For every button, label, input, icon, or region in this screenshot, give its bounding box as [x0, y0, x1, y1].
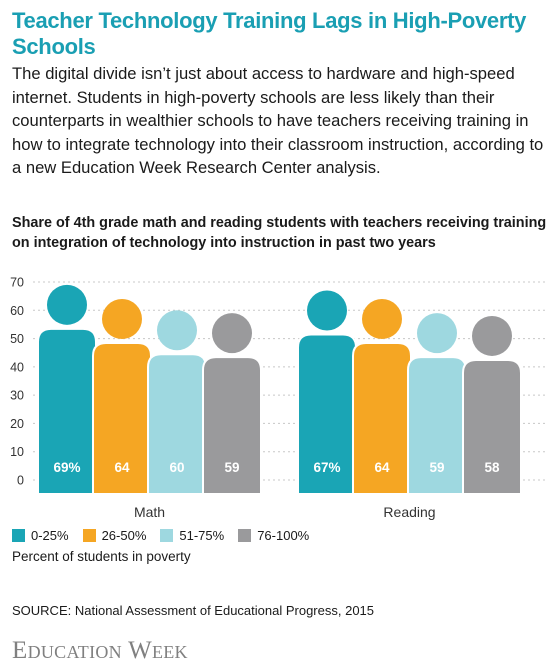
legend-swatch: [160, 528, 174, 542]
figure-head: [157, 310, 197, 351]
education-week-logo: Education Week: [12, 637, 188, 664]
legend-item: 0-25%: [12, 528, 69, 543]
y-tick-label: 10: [10, 445, 24, 459]
figure-math-0-25%: 69%: [37, 284, 97, 495]
y-tick-label: 30: [10, 389, 24, 403]
figure-head: [307, 290, 347, 331]
figure-reading-51-75%: 59: [407, 313, 467, 495]
data-label: 64: [374, 460, 390, 475]
legend: 0-25% 26-50% 51-75% 76-100%: [12, 525, 323, 545]
pictograph-bar-chart: 0 10 20 30 40 50 60 70 69% 64 60 59 67% 64 59 58 Math R…: [10, 276, 545, 520]
legend-item: 26-50%: [82, 527, 147, 543]
y-tick-label: 70: [10, 276, 24, 290]
legend-swatch: [82, 528, 96, 542]
y-tick-label: 50: [10, 332, 24, 346]
legend-item: 76-100%: [238, 528, 309, 543]
figure-math-51-75%: 60: [147, 310, 207, 495]
figure-body: [37, 327, 97, 495]
legend-swatch: [12, 528, 25, 542]
figure-body: [202, 356, 262, 495]
legend-title: Percent of students in poverty: [12, 549, 191, 564]
figure-head: [362, 298, 402, 339]
data-label: 67%: [313, 460, 340, 475]
legend-label: 51-75%: [179, 527, 225, 543]
source-note: SOURCE: National Assessment of Education…: [12, 603, 375, 618]
y-tick-label: 0: [17, 474, 24, 488]
legend-label: 76-100%: [257, 527, 310, 543]
figure-reading-76-100%: 58: [462, 315, 522, 495]
figure-body: [462, 358, 522, 495]
x-axis: Math Reading: [134, 504, 436, 520]
figure-math-26-50%: 64: [92, 298, 152, 495]
data-label: 58: [484, 460, 500, 475]
figure-head: [212, 313, 252, 354]
data-label: 59: [224, 460, 239, 475]
figure-body: [352, 341, 412, 495]
y-tick-label: 20: [10, 417, 24, 431]
data-label: 60: [169, 460, 184, 475]
figure-reading-26-50%: 64: [352, 298, 412, 495]
data-label: 59: [429, 460, 444, 475]
legend-item: 51-75%: [160, 528, 224, 543]
category-label: Math: [134, 504, 165, 520]
intro-paragraph: The digital divide isn’t just about acce…: [12, 64, 544, 177]
figure-head: [417, 313, 457, 354]
figure-head: [102, 298, 142, 339]
category-label: Reading: [383, 504, 435, 520]
legend-label: 0-25%: [31, 527, 69, 543]
y-tick-label: 60: [10, 304, 24, 318]
figure-head: [47, 284, 87, 325]
y-axis: 0 10 20 30 40 50 60 70: [10, 276, 24, 488]
legend-label: 26-50%: [101, 527, 147, 543]
figure-head: [472, 315, 512, 356]
legend-swatch: [238, 528, 252, 542]
figure-body: [92, 341, 152, 495]
figure-body: [297, 333, 357, 495]
figure-math-76-100%: 59: [202, 313, 262, 495]
figure-reading-0-25%: 67%: [297, 290, 357, 495]
data-label: 64: [114, 460, 130, 475]
figures: 69% 64 60 59 67% 64 59 58: [37, 284, 522, 495]
data-label: 69%: [53, 460, 80, 475]
chart-title: Teacher Technology Training Lags in High…: [12, 8, 527, 59]
y-tick-label: 40: [10, 360, 24, 374]
chart-subtitle: Share of 4th grade math and reading stud…: [12, 215, 547, 251]
